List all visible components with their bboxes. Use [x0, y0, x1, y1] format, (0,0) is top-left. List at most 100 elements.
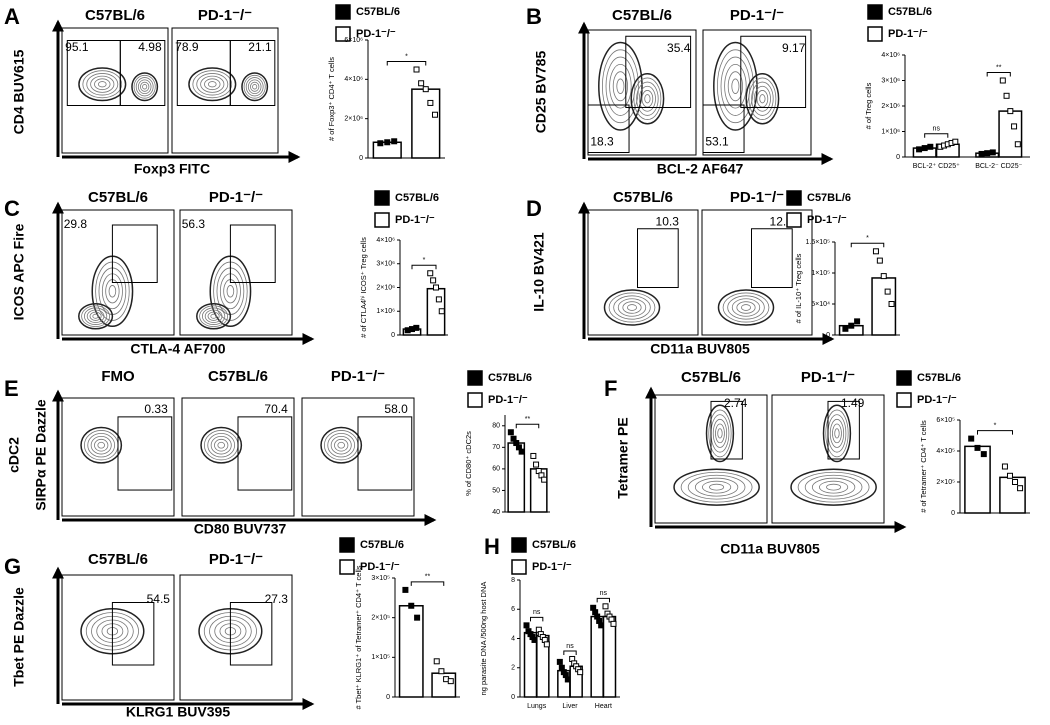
contour: [81, 305, 110, 328]
sig-bracket: [977, 430, 1013, 435]
panel-letter: B: [526, 4, 542, 29]
panel-letter: E: [4, 376, 19, 401]
data-point: [402, 586, 409, 593]
data-point: [418, 80, 425, 87]
legend-swatch: [374, 212, 390, 228]
legend-swatch: [511, 537, 527, 553]
contour: [644, 94, 651, 104]
y-tick-label: 4: [511, 635, 515, 642]
data-point: [430, 277, 437, 284]
data-point: [556, 658, 563, 665]
y-tick-label: 0: [896, 154, 900, 161]
legend-label: C57BL/6: [807, 192, 851, 204]
legend-label: PD-1⁻/⁻: [488, 394, 528, 406]
gate-value: 95.1: [65, 40, 89, 54]
contour: [133, 74, 156, 99]
contour: [826, 483, 842, 491]
data-point: [1007, 108, 1014, 115]
data-point: [447, 678, 454, 685]
data-point: [433, 658, 440, 665]
legend-swatch: [896, 370, 912, 386]
gate-value: 35.4: [667, 41, 691, 55]
legend-label: PD-1⁻/⁻: [356, 28, 396, 40]
gate: [751, 228, 793, 288]
legend-label: C57BL/6: [356, 6, 400, 18]
gate: [119, 40, 166, 106]
bar-y-label: # of Foxp3⁺ CD4⁺ T cells: [327, 57, 336, 141]
contour: [210, 435, 232, 455]
y-tick-label: 3×10⁶: [376, 261, 395, 268]
sig-label: ns: [933, 126, 941, 133]
data-point: [921, 145, 928, 152]
contour: [94, 78, 111, 91]
y-tick-label: 2×10⁵: [371, 615, 390, 622]
x-label: CD80 BUV737: [194, 521, 287, 537]
gate: [357, 416, 413, 491]
contour: [745, 73, 780, 125]
contour: [84, 307, 108, 325]
y-tick-label: 80: [492, 423, 500, 430]
contour: [94, 438, 109, 452]
data-point: [916, 146, 923, 153]
data-point: [523, 622, 530, 629]
gate: [827, 400, 860, 460]
contour: [741, 304, 751, 311]
contour: [86, 309, 105, 323]
x-label: BCL-2 AF647: [657, 161, 744, 177]
bar: [411, 88, 441, 159]
contour: [196, 303, 232, 330]
panel-letter: H: [484, 534, 500, 559]
data-point: [431, 111, 438, 118]
gate: [710, 400, 743, 460]
contour: [825, 409, 849, 458]
group-label: Lungs: [527, 703, 547, 710]
y-tick-label: 0: [386, 694, 390, 701]
contour: [759, 94, 766, 104]
plot-title: PD-1⁻/⁻: [198, 7, 252, 24]
data-point: [435, 296, 442, 303]
y-label: Tbet PE Dazzle: [11, 587, 27, 687]
data-point: [927, 143, 934, 150]
contour: [202, 307, 226, 325]
legend-label: C57BL/6: [488, 372, 532, 384]
x-label: KLRG1 BUV395: [126, 704, 230, 720]
contour: [200, 426, 243, 464]
gate-value: 9.17: [782, 41, 806, 55]
plot-title: C57BL/6: [612, 7, 672, 24]
contour: [603, 289, 661, 326]
contour: [199, 305, 229, 328]
bar-y-label: # Tbet⁺ KLRG1⁺ of Tetramer⁺ CD4⁺ T cells: [354, 565, 363, 709]
contour: [207, 311, 220, 321]
data-point: [427, 99, 434, 106]
sig-label: ns: [533, 609, 541, 616]
plot-title: C57BL/6: [88, 189, 148, 206]
contour: [204, 309, 223, 323]
legend-swatch: [867, 4, 883, 20]
plot-title: PD-1⁻/⁻: [730, 7, 784, 24]
y-tick-label: 2×10⁶: [881, 103, 900, 110]
contour: [320, 426, 363, 464]
contour: [630, 73, 665, 125]
legend-label: C57BL/6: [395, 192, 439, 204]
contour: [82, 70, 123, 99]
contour: [247, 79, 262, 95]
data-point: [577, 669, 584, 676]
contour: [605, 56, 636, 116]
data-point: [408, 602, 415, 609]
data-point: [422, 86, 429, 93]
legend-swatch: [867, 26, 883, 42]
contour: [715, 423, 725, 444]
gate-value: 18.3: [590, 135, 614, 149]
legend-swatch: [339, 559, 355, 575]
panel-letter: G: [4, 554, 21, 579]
bar-y-label: # of IL-10⁺ Treg cells: [794, 253, 803, 323]
data-point: [848, 322, 855, 329]
gate: [117, 416, 173, 491]
gate: [740, 35, 807, 108]
y-label: CD4 BUV615: [11, 49, 27, 134]
contour: [89, 311, 102, 321]
gate-value: 0.33: [144, 402, 168, 416]
y-tick-label: 0: [511, 694, 515, 701]
bar: [602, 615, 617, 698]
contour: [702, 480, 732, 494]
